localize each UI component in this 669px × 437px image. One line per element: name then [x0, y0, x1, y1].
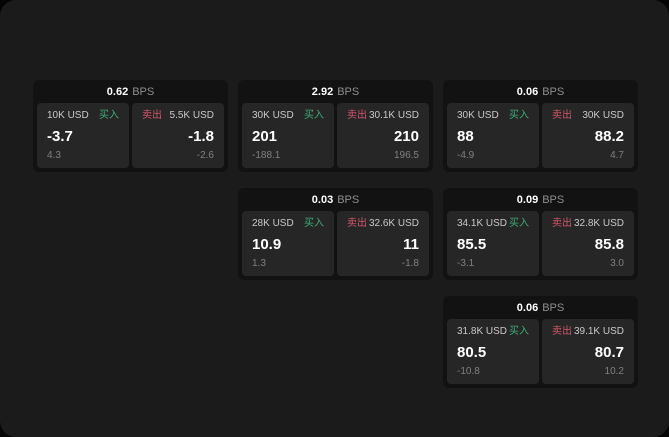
card-header: 2.92 BPS: [238, 80, 433, 103]
buy-side-label: 买入: [304, 110, 324, 121]
buy-price-value: -3.7: [47, 127, 73, 145]
sell-delta-value: 10.2: [604, 366, 624, 377]
sell-price-value: 11: [403, 235, 419, 253]
buy-quote-panel[interactable]: 31.8K USD 买入 80.5 -10.8: [447, 319, 539, 384]
quote-card: 2.92 BPS 30K USD 买入 201 -188.1 卖出 30.1K …: [238, 80, 433, 172]
quote-panels: 31.8K USD 买入 80.5 -10.8 卖出 39.1K USD 80.…: [447, 319, 634, 384]
buy-price-value: 10.9: [252, 235, 282, 253]
buy-quote-panel[interactable]: 10K USD 买入 -3.7 4.3: [37, 103, 129, 168]
bps-value: 0.03: [311, 193, 334, 206]
buy-size-label: 34.1K USD: [457, 218, 508, 229]
buy-price-value: 80.5: [457, 343, 487, 361]
quote-panels: 34.1K USD 买入 85.5 -3.1 卖出 32.8K USD 85.8…: [447, 211, 634, 276]
sell-size-label: 5.5K USD: [169, 110, 214, 121]
buy-side-label: 买入: [509, 110, 529, 121]
buy-size-label: 30K USD: [252, 110, 294, 121]
buy-quote-panel[interactable]: 34.1K USD 买入 85.5 -3.1: [447, 211, 539, 276]
sell-side-label: 卖出: [142, 110, 162, 121]
buy-size-label: 10K USD: [47, 110, 89, 121]
sell-quote-panel[interactable]: 卖出 30K USD 88.2 4.7: [542, 103, 634, 168]
sell-price-value: 210: [393, 127, 419, 145]
buy-quote-panel[interactable]: 30K USD 买入 88 -4.9: [447, 103, 539, 168]
sell-quote-panel[interactable]: 卖出 32.6K USD 11 -1.8: [337, 211, 429, 276]
buy-size-label: 28K USD: [252, 218, 294, 229]
bps-unit-label: BPS: [542, 193, 565, 206]
quote-card: 0.06 BPS 30K USD 买入 88 -4.9 卖出 30K USD: [443, 80, 638, 172]
card-header: 0.03 BPS: [238, 188, 433, 211]
buy-price-value: 88: [457, 127, 474, 145]
buy-side-label: 买入: [304, 218, 324, 229]
sell-delta-value: -1.8: [401, 258, 419, 269]
quote-panels: 30K USD 买入 201 -188.1 卖出 30.1K USD 210 1…: [242, 103, 429, 168]
sell-side-label: 卖出: [552, 110, 572, 121]
bps-value: 0.62: [106, 85, 129, 98]
sell-delta-value: -2.6: [196, 150, 214, 161]
buy-delta-value: -3.1: [457, 258, 475, 269]
buy-delta-value: -10.8: [457, 366, 480, 377]
bps-value: 0.09: [516, 193, 539, 206]
buy-price-value: 85.5: [457, 235, 487, 253]
buy-size-label: 31.8K USD: [457, 326, 508, 337]
sell-price-value: -1.8: [188, 127, 214, 145]
sell-size-label: 30K USD: [582, 110, 624, 121]
bps-unit-label: BPS: [132, 85, 155, 98]
card-header: 0.09 BPS: [443, 188, 638, 211]
quote-panels: 28K USD 买入 10.9 1.3 卖出 32.6K USD 11 -1.8: [242, 211, 429, 276]
bps-unit-label: BPS: [542, 85, 565, 98]
sell-quote-panel[interactable]: 卖出 39.1K USD 80.7 10.2: [542, 319, 634, 384]
buy-quote-panel[interactable]: 30K USD 买入 201 -188.1: [242, 103, 334, 168]
sell-size-label: 39.1K USD: [573, 326, 624, 337]
sell-quote-panel[interactable]: 卖出 32.8K USD 85.8 3.0: [542, 211, 634, 276]
bps-unit-label: BPS: [337, 193, 360, 206]
bps-unit-label: BPS: [542, 301, 565, 314]
buy-delta-value: 4.3: [47, 150, 61, 161]
buy-quote-panel[interactable]: 28K USD 买入 10.9 1.3: [242, 211, 334, 276]
bps-unit-label: BPS: [337, 85, 360, 98]
card-header: 0.06 BPS: [443, 296, 638, 319]
buy-side-label: 买入: [99, 110, 119, 121]
buy-size-label: 30K USD: [457, 110, 499, 121]
card-header: 0.06 BPS: [443, 80, 638, 103]
quote-card: 0.62 BPS 10K USD 买入 -3.7 4.3 卖出 5.5K USD: [33, 80, 228, 172]
sell-price-value: 88.2: [594, 127, 624, 145]
sell-size-label: 30.1K USD: [368, 110, 419, 121]
sell-side-label: 卖出: [552, 218, 572, 229]
quote-card-grid: 0.62 BPS 10K USD 买入 -3.7 4.3 卖出 5.5K USD: [33, 80, 638, 388]
sell-side-label: 卖出: [347, 218, 367, 229]
sell-size-label: 32.8K USD: [573, 218, 624, 229]
sell-quote-panel[interactable]: 卖出 5.5K USD -1.8 -2.6: [132, 103, 224, 168]
quote-panels: 10K USD 买入 -3.7 4.3 卖出 5.5K USD -1.8 -2.…: [37, 103, 224, 168]
card-header: 0.62 BPS: [33, 80, 228, 103]
sell-price-value: 80.7: [594, 343, 624, 361]
bps-value: 0.06: [516, 85, 539, 98]
buy-delta-value: -4.9: [457, 150, 475, 161]
bps-value: 0.06: [516, 301, 539, 314]
buy-side-label: 买入: [509, 326, 529, 337]
buy-delta-value: -188.1: [252, 150, 281, 161]
buy-price-value: 201: [252, 127, 278, 145]
bps-value: 2.92: [311, 85, 334, 98]
quote-card: 0.03 BPS 28K USD 买入 10.9 1.3 卖出 32.6K US…: [238, 188, 433, 280]
sell-side-label: 卖出: [347, 110, 367, 121]
sell-quote-panel[interactable]: 卖出 30.1K USD 210 196.5: [337, 103, 429, 168]
buy-side-label: 买入: [509, 218, 529, 229]
sell-delta-value: 3.0: [610, 258, 624, 269]
sell-price-value: 85.8: [594, 235, 624, 253]
sell-delta-value: 4.7: [610, 150, 624, 161]
quote-card: 0.09 BPS 34.1K USD 买入 85.5 -3.1 卖出 32.8K…: [443, 188, 638, 280]
sell-size-label: 32.6K USD: [368, 218, 419, 229]
sell-side-label: 卖出: [552, 326, 572, 337]
quote-card: 0.06 BPS 31.8K USD 买入 80.5 -10.8 卖出 39.1…: [443, 296, 638, 388]
sell-delta-value: 196.5: [393, 150, 419, 161]
quote-panels: 30K USD 买入 88 -4.9 卖出 30K USD 88.2 4.7: [447, 103, 634, 168]
buy-delta-value: 1.3: [252, 258, 266, 269]
